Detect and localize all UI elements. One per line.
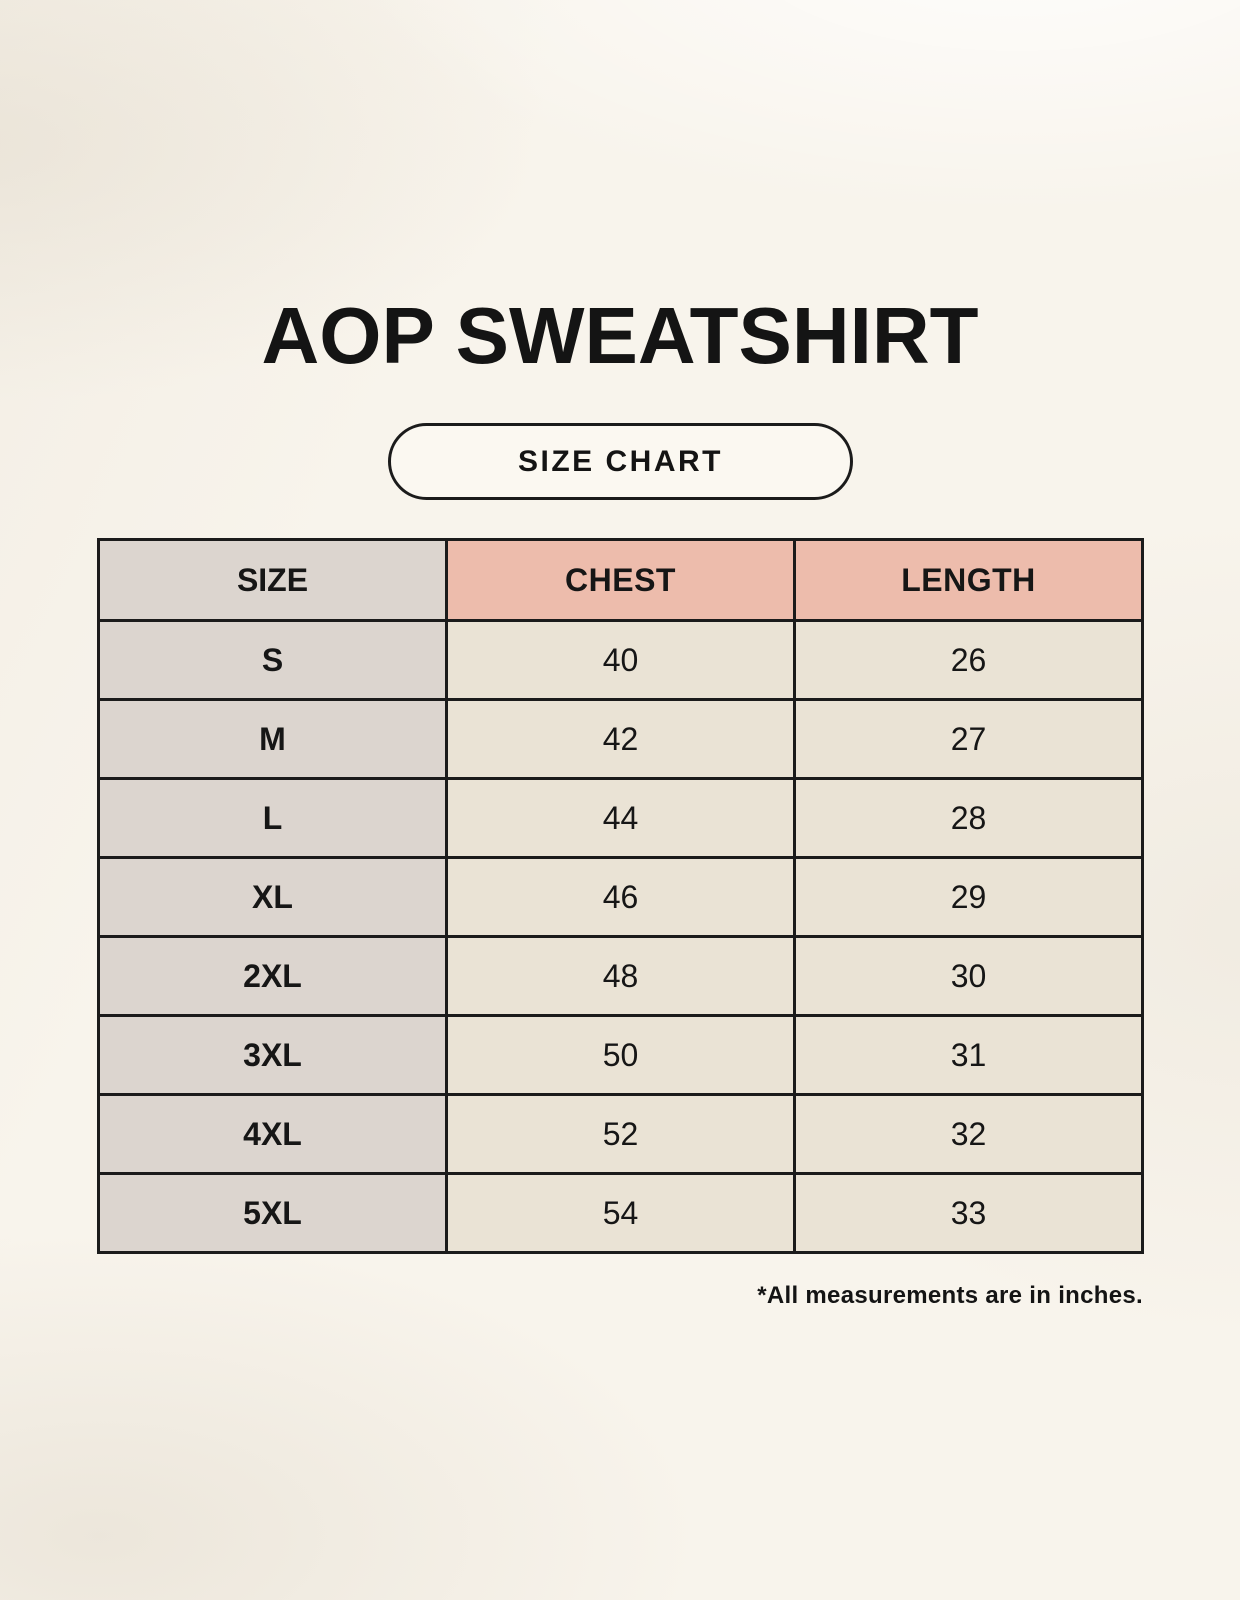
column-header-chest: CHEST xyxy=(445,538,796,622)
size-label-cell: S xyxy=(97,619,448,701)
table-row: 3XL 50 31 xyxy=(97,1014,1144,1096)
length-value-cell: 31 xyxy=(793,1014,1144,1096)
chest-value-cell: 44 xyxy=(445,777,796,859)
table-row: XL 46 29 xyxy=(97,856,1144,938)
chest-value-cell: 42 xyxy=(445,698,796,780)
length-value-cell: 30 xyxy=(793,935,1144,1017)
table-row: 5XL 54 33 xyxy=(97,1172,1144,1254)
chest-value-cell: 50 xyxy=(445,1014,796,1096)
length-value-cell: 33 xyxy=(793,1172,1144,1254)
chest-value-cell: 52 xyxy=(445,1093,796,1175)
measurements-footnote: *All measurements are in inches. xyxy=(757,1282,1143,1309)
size-label-cell: XL xyxy=(97,856,448,938)
table-row: L 44 28 xyxy=(97,777,1144,859)
size-label-cell: 2XL xyxy=(97,935,448,1017)
length-value-cell: 29 xyxy=(793,856,1144,938)
column-header-length: LENGTH xyxy=(793,538,1144,622)
length-value-cell: 27 xyxy=(793,698,1144,780)
table-row: 4XL 52 32 xyxy=(97,1093,1144,1175)
table-row: 2XL 48 30 xyxy=(97,935,1144,1017)
page-title: AOP SWEATSHIRT xyxy=(261,291,979,380)
table-row: M 42 27 xyxy=(97,698,1144,780)
size-chart-button[interactable]: SIZE CHART xyxy=(388,423,853,500)
chest-value-cell: 46 xyxy=(445,856,796,938)
size-label-cell: 5XL xyxy=(97,1172,448,1254)
chest-value-cell: 48 xyxy=(445,935,796,1017)
table-row: S 40 26 xyxy=(97,619,1144,701)
length-value-cell: 32 xyxy=(793,1093,1144,1175)
chest-value-cell: 54 xyxy=(445,1172,796,1254)
size-label-cell: M xyxy=(97,698,448,780)
size-chart-button-label: SIZE CHART xyxy=(518,444,723,478)
length-value-cell: 26 xyxy=(793,619,1144,701)
size-chart-table: SIZE CHEST LENGTH S 40 26 M 42 27 L 44 2… xyxy=(97,538,1144,1254)
size-label-cell: 4XL xyxy=(97,1093,448,1175)
column-header-size: SIZE xyxy=(97,538,448,622)
size-label-cell: L xyxy=(97,777,448,859)
size-label-cell: 3XL xyxy=(97,1014,448,1096)
length-value-cell: 28 xyxy=(793,777,1144,859)
chest-value-cell: 40 xyxy=(445,619,796,701)
table-header-row: SIZE CHEST LENGTH xyxy=(97,538,1144,622)
